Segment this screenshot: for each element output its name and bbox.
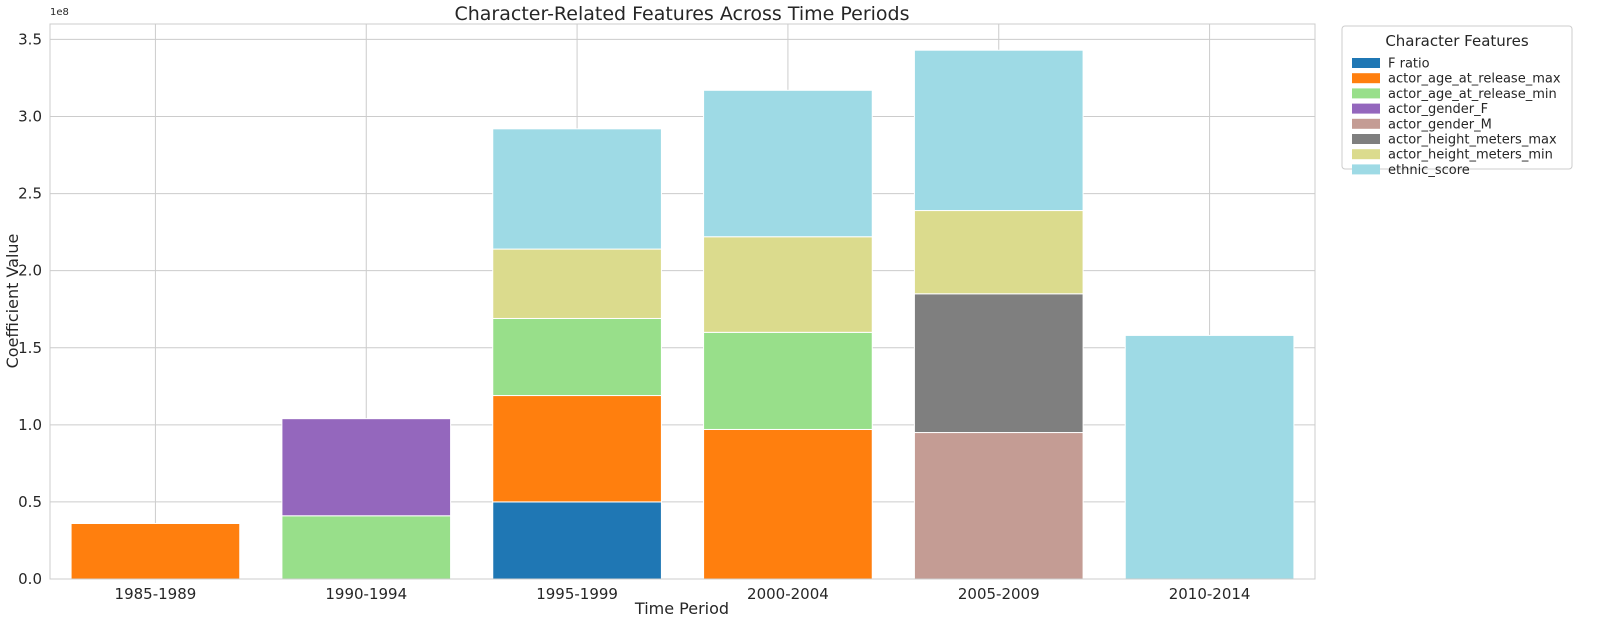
- y-tick-label: 0.5: [18, 493, 42, 511]
- bar-segment: [281, 418, 452, 517]
- bar-segment: [703, 331, 873, 430]
- legend-entry-label: actor_age_at_release_min: [1388, 87, 1557, 102]
- legend-entry-label: actor_height_meters_min: [1388, 148, 1553, 163]
- bar-segment: [492, 248, 662, 319]
- x-tick-label: 2010-2014: [1169, 585, 1251, 603]
- bar-segment: [492, 501, 662, 580]
- legend-swatch: [1352, 58, 1380, 68]
- y-axis-label: Coefficient Value: [3, 234, 22, 369]
- x-tick-label: 2000-2004: [747, 585, 829, 603]
- bar-segment: [913, 49, 1084, 212]
- legend-entry-label: actor_gender_M: [1388, 117, 1492, 132]
- x-tick-label: 2005-2009: [958, 585, 1040, 603]
- x-tick-label: 1990-1994: [325, 585, 407, 603]
- chart-title: Character-Related Features Across Time P…: [454, 3, 909, 25]
- bar-segment: [281, 515, 452, 580]
- legend-entry-label: actor_height_meters_max: [1388, 133, 1557, 148]
- y-offset-label: 1e8: [50, 7, 69, 18]
- y-tick-labels: 0.0 0.5 1.0 1.5 2.0 2.5 3.0 3.5: [18, 30, 42, 588]
- bars: [70, 49, 1295, 580]
- y-tick-label: 2.5: [18, 185, 42, 203]
- bar-segment: [492, 128, 662, 250]
- y-tick-label: 0.0: [18, 570, 42, 588]
- bar-segment: [703, 89, 873, 238]
- y-tick-label: 3.5: [18, 30, 42, 48]
- legend-entry-label: F ratio: [1388, 57, 1430, 72]
- x-axis-label: Time Period: [634, 599, 729, 618]
- legend-swatch: [1352, 73, 1380, 84]
- legend: Character Features F ratioactor_age_at_r…: [1341, 25, 1573, 178]
- legend-swatch: [1352, 88, 1380, 99]
- bar-segment: [70, 523, 241, 580]
- bar-segment: [703, 236, 873, 333]
- legend-swatch: [1352, 118, 1380, 129]
- bar-segment: [913, 210, 1084, 295]
- x-tick-labels: 1985-1989 1990-1994 1995-1999 2000-2004 2005…: [115, 585, 1251, 603]
- bar-segment: [913, 293, 1084, 434]
- y-tick-label: 3.0: [18, 108, 42, 126]
- legend-swatch: [1352, 164, 1380, 175]
- bar-segment: [492, 317, 662, 397]
- y-tick-label: 2.0: [18, 262, 42, 280]
- bar-segment: [1124, 334, 1295, 580]
- legend-title: Character Features: [1385, 32, 1529, 50]
- legend-frame: [1341, 25, 1573, 170]
- legend-swatch: [1352, 103, 1380, 114]
- legend-entry-label: actor_gender_F: [1388, 102, 1488, 117]
- bar-segment: [703, 428, 873, 580]
- plot-frame: [49, 23, 1316, 580]
- bar-segment: [492, 395, 662, 503]
- bar-segment: [913, 432, 1084, 580]
- x-tick-label: 1985-1989: [115, 585, 197, 603]
- legend-entry-label: actor_age_at_release_max: [1388, 72, 1561, 87]
- y-tick-label: 1.0: [18, 416, 42, 434]
- legend-swatch: [1352, 134, 1380, 144]
- legend-swatch: [1352, 149, 1380, 160]
- x-tick-label: 1995-1999: [536, 585, 618, 603]
- legend-entry-label: ethnic_score: [1388, 163, 1470, 178]
- y-tick-label: 1.5: [18, 339, 42, 357]
